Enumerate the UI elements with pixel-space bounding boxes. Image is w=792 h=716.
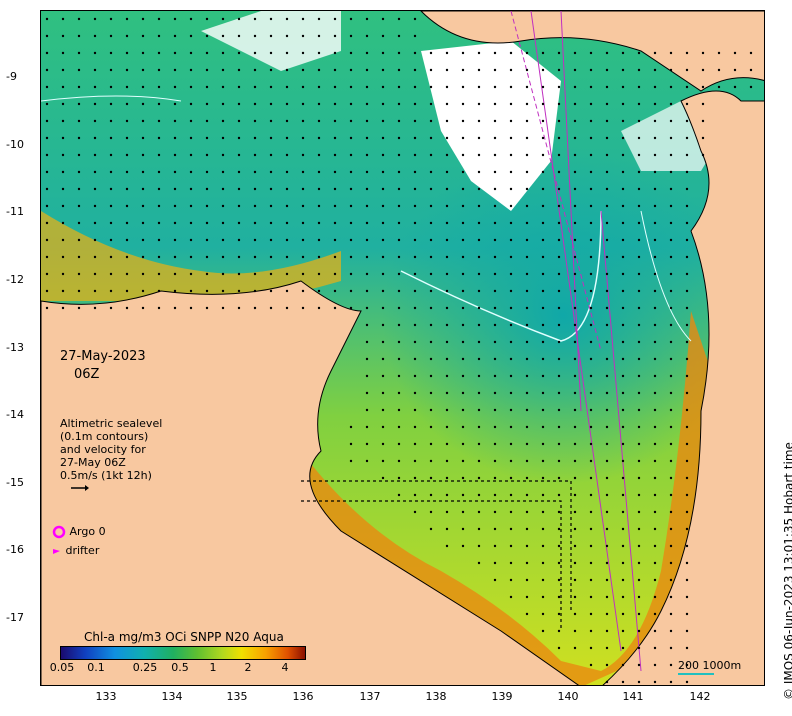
colorbar-tick-label: 2 bbox=[244, 661, 252, 674]
land-nt bbox=[41, 280, 580, 685]
lat-tick-label: -14 bbox=[6, 408, 24, 421]
drifter-legend: drifter bbox=[52, 543, 99, 558]
legend-line-2: (0.1m contours) bbox=[60, 430, 149, 443]
colorbar bbox=[60, 646, 306, 660]
lat-tick-label: -9 bbox=[6, 70, 17, 83]
lon-tick-label: 134 bbox=[161, 690, 183, 703]
cloud-gap bbox=[421, 41, 561, 211]
lon-tick-label: 139 bbox=[491, 690, 513, 703]
depth-scale-label: 200 1000m bbox=[678, 659, 742, 672]
altimetry-legend: Altimetric sealevel (0.1m contours) and … bbox=[60, 417, 162, 495]
lon-tick-label: 140 bbox=[557, 690, 579, 703]
velocity-vectors bbox=[45, 17, 753, 684]
lon-tick-label: 137 bbox=[359, 690, 381, 703]
argo-label: Argo 0 bbox=[69, 525, 106, 538]
land-cape-york bbox=[602, 90, 764, 685]
lon-tick-label: 142 bbox=[689, 690, 711, 703]
lon-tick-label: 133 bbox=[95, 690, 117, 703]
lon-tick-label: 135 bbox=[226, 690, 248, 703]
coastal-band-south bbox=[291, 311, 711, 685]
lat-tick-label: -12 bbox=[6, 273, 24, 286]
drifter-icon bbox=[53, 549, 60, 554]
argo-circle-icon bbox=[52, 525, 66, 539]
velocity-scale-arrow-icon bbox=[71, 485, 89, 491]
lat-tick-label: -10 bbox=[6, 138, 24, 151]
date-label: 27-May-2023 06Z bbox=[60, 348, 146, 384]
lat-tick-label: -16 bbox=[6, 543, 24, 556]
lon-tick-label: 138 bbox=[425, 690, 447, 703]
lon-tick-label: 136 bbox=[292, 690, 314, 703]
colorbar-tick-label: 1 bbox=[209, 661, 217, 674]
land-png bbox=[420, 11, 764, 92]
colorbar-tick-label: 0.5 bbox=[171, 661, 189, 674]
depth-scale-bar bbox=[678, 673, 714, 675]
lon-tick-label: 141 bbox=[622, 690, 644, 703]
map-frame bbox=[40, 10, 765, 686]
legend-line-4: 27-May 06Z bbox=[60, 456, 126, 469]
legend-line-1: Altimetric sealevel bbox=[60, 417, 163, 430]
argo-legend: Argo 0 bbox=[52, 524, 106, 539]
lat-tick-label: -17 bbox=[6, 611, 24, 624]
credit-text: © IMOS 06-Jun-2023 13:01:35 Hobart time bbox=[782, 442, 792, 700]
time-text: 06Z bbox=[74, 367, 100, 382]
lat-tick-label: -13 bbox=[6, 341, 24, 354]
legend-line-3: and velocity for bbox=[60, 443, 146, 456]
colorbar-tick-label: 0.05 bbox=[49, 661, 75, 674]
lat-tick-label: -15 bbox=[6, 476, 24, 489]
colorbar-title: Chl-a mg/m3 OCi SNPP N20 Aqua bbox=[84, 630, 284, 644]
lat-tick-label: -11 bbox=[6, 205, 24, 218]
drifter-label: drifter bbox=[65, 544, 100, 557]
colorbar-tick-label: 4 bbox=[281, 661, 289, 674]
date-text: 27-May-2023 bbox=[60, 349, 146, 364]
colorbar-tick-label: 0.25 bbox=[132, 661, 158, 674]
colorbar-tick-label: 0.1 bbox=[87, 661, 105, 674]
map-canvas bbox=[41, 11, 764, 685]
legend-line-5: 0.5m/s (1kt 12h) bbox=[60, 469, 152, 482]
